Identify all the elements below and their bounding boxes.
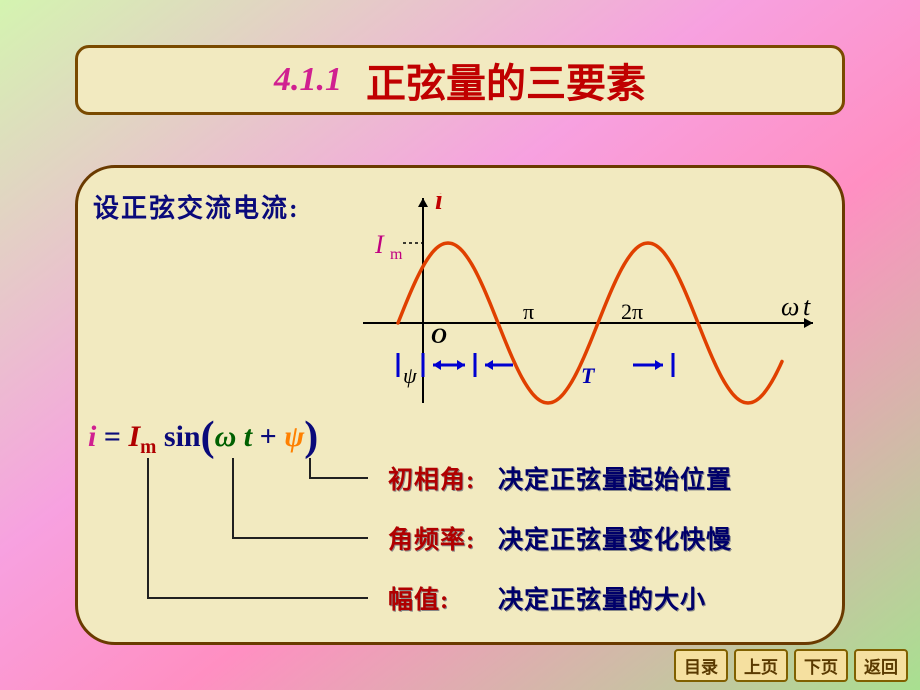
section-title: 正弦量的三要素 — [366, 51, 646, 109]
svg-text:m: m — [390, 246, 403, 263]
title-box: 4.1.1 正弦量的三要素 — [75, 45, 845, 115]
nav-prev-button[interactable]: 上页 — [734, 649, 788, 682]
svg-text:2π: 2π — [621, 299, 643, 324]
nav-button-group: 目录上页下页返回 — [674, 649, 908, 682]
explain-label: 幅值: — [388, 580, 449, 616]
formula: i = Im sin(ω t + ψ) — [88, 413, 318, 461]
nav-next-button[interactable]: 下页 — [794, 649, 848, 682]
lead-text: 设正弦交流电流: — [93, 188, 300, 225]
nav-back-button[interactable]: 返回 — [854, 649, 908, 682]
svg-text:i: i — [435, 193, 443, 216]
svg-text:O: O — [431, 323, 447, 348]
explain-label: 初相角: — [388, 460, 475, 496]
svg-text:I: I — [374, 230, 385, 259]
sine-chart: i ωt O Im π 2π ψ T — [363, 193, 833, 413]
explain-desc: 决定正弦量起始位置 — [498, 460, 732, 496]
svg-text:t: t — [803, 292, 811, 321]
explain-desc: 决定正弦量的大小 — [498, 580, 706, 616]
content-box: 设正弦交流电流: i = Im sin(ω t + ψ) i ωt O Im π 2π ψ T… — [75, 165, 845, 645]
explain-label: 角频率: — [388, 520, 475, 556]
nav-toc-button[interactable]: 目录 — [674, 649, 728, 682]
svg-text:T: T — [581, 363, 596, 388]
svg-text:ω: ω — [781, 292, 799, 321]
slide-root: 4.1.1 正弦量的三要素 设正弦交流电流: i = Im sin(ω t + … — [0, 0, 920, 690]
section-number: 4.1.1 — [274, 61, 342, 99]
svg-text:π: π — [523, 299, 534, 324]
svg-text:ψ: ψ — [403, 363, 417, 388]
explain-desc: 决定正弦量变化快慢 — [498, 520, 732, 556]
